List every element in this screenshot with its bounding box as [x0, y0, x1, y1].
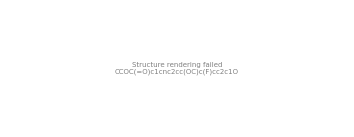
Text: Structure rendering failed
CCOC(=O)c1cnc2cc(OC)c(F)cc2c1O: Structure rendering failed CCOC(=O)c1cnc… [115, 62, 239, 75]
